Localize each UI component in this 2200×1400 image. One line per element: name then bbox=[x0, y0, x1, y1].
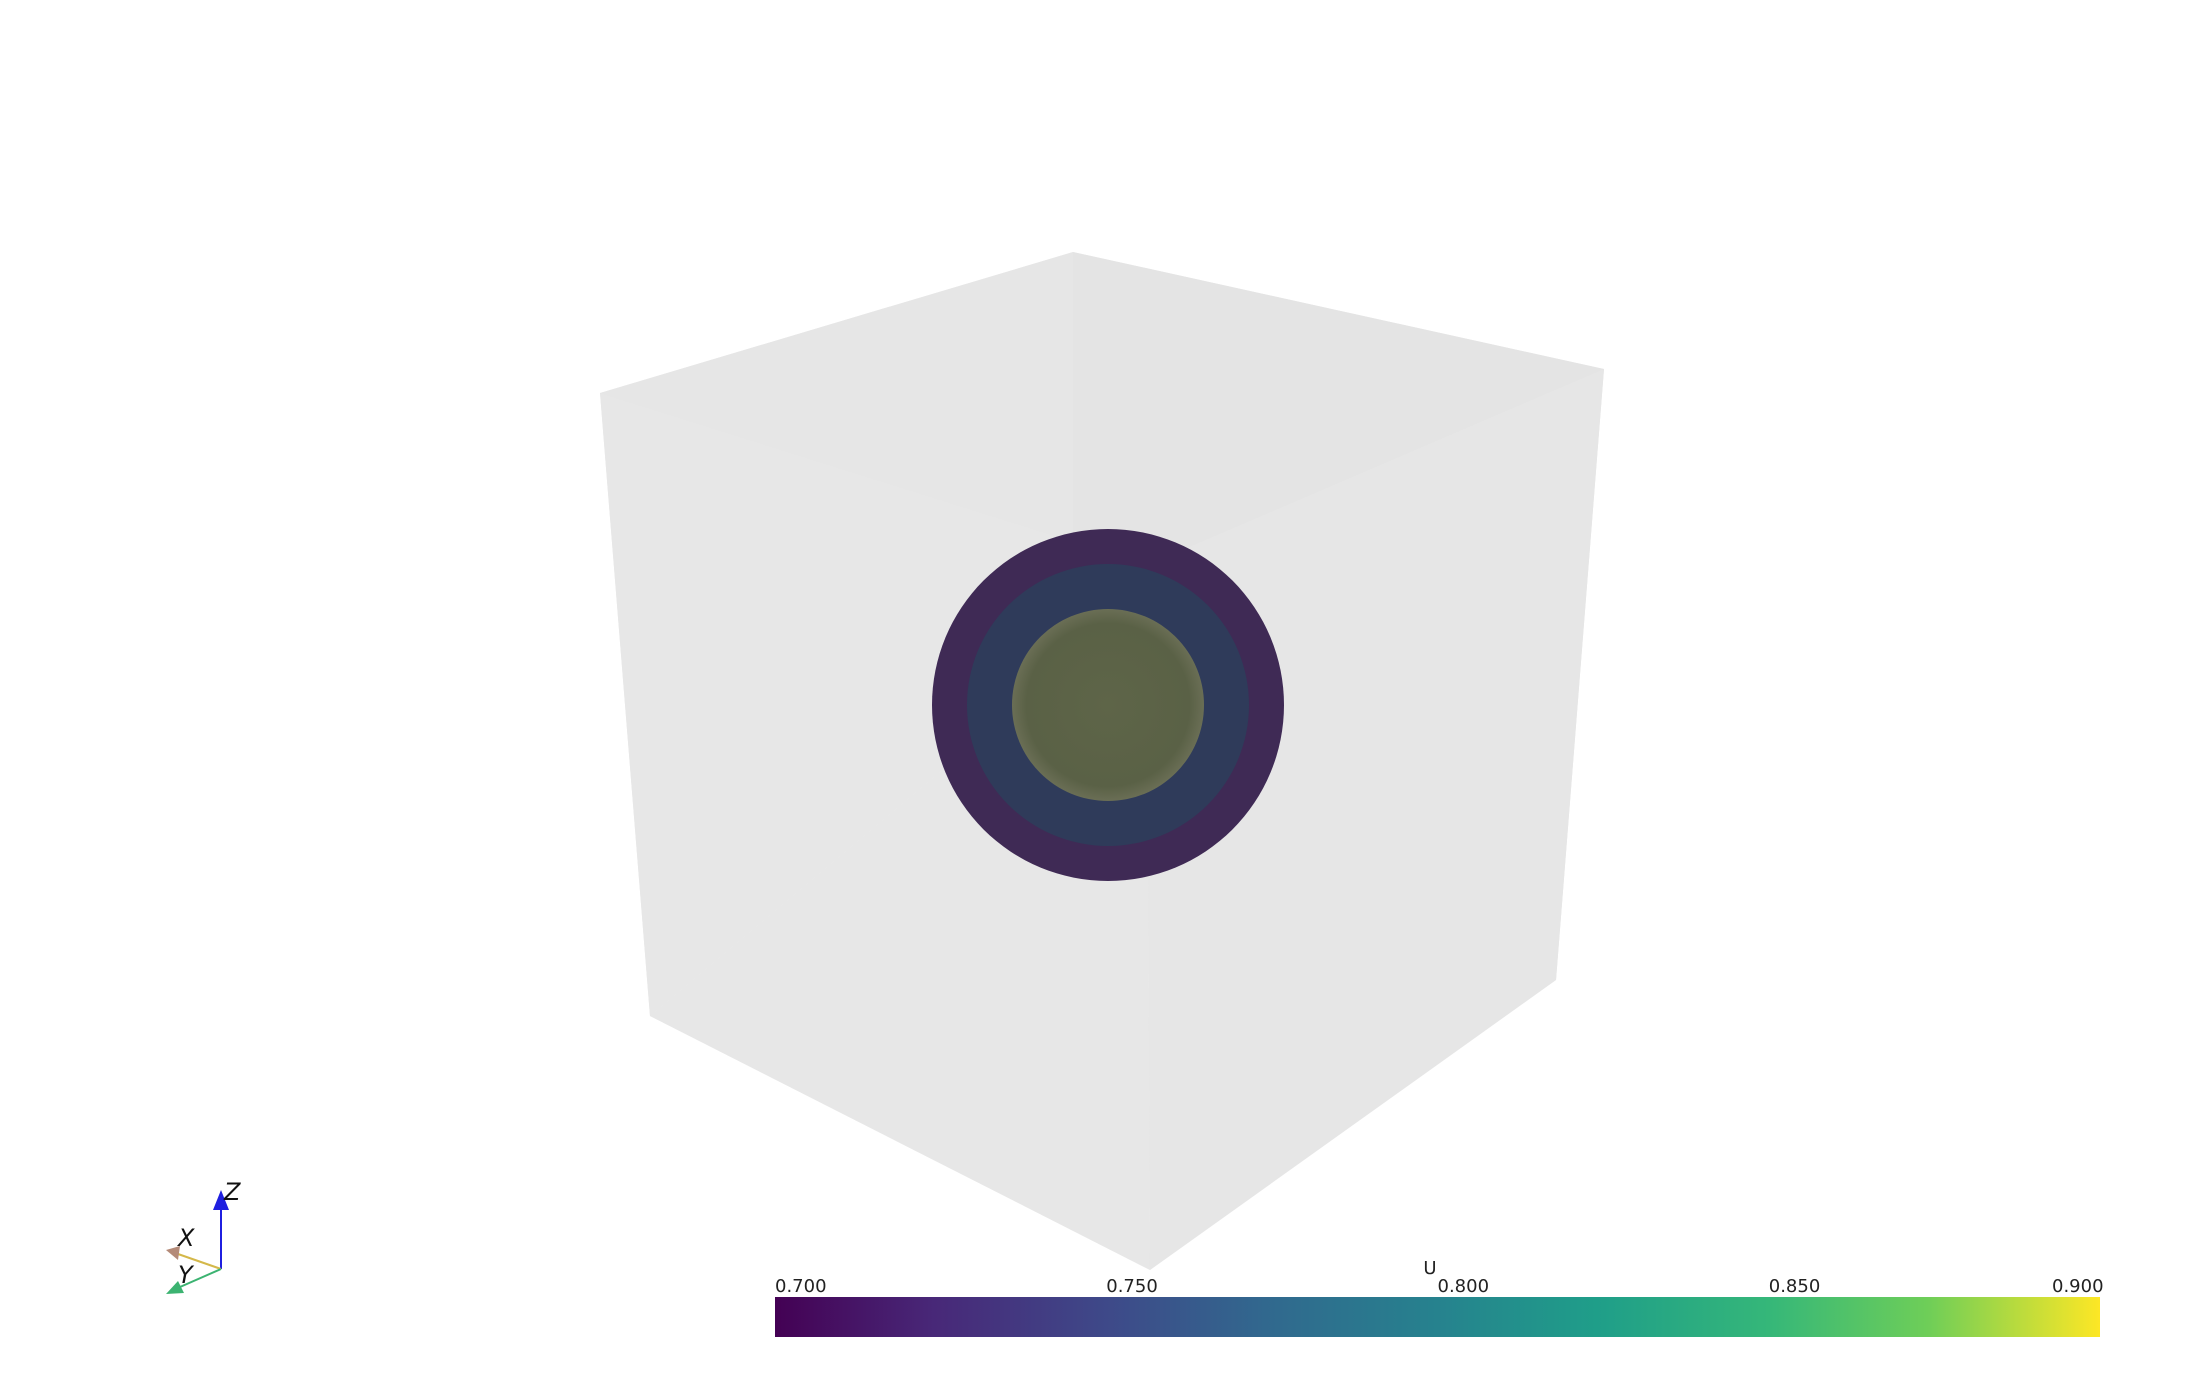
colorbar bbox=[775, 1297, 2100, 1337]
x-axis-arrow bbox=[166, 1246, 180, 1260]
y-axis-arrow bbox=[166, 1281, 184, 1294]
colorbar-tick-label: 0.750 bbox=[1106, 1276, 1158, 1297]
isosurface-shells bbox=[932, 529, 1284, 881]
orientation-axes: Z X Y bbox=[166, 1178, 241, 1294]
colorbar-tick-label: 0.900 bbox=[2052, 1276, 2104, 1297]
x-axis-line bbox=[177, 1253, 222, 1270]
z-axis-arrow bbox=[213, 1190, 229, 1210]
y-axis-line bbox=[179, 1268, 222, 1288]
x-axis-label: X bbox=[176, 1224, 195, 1252]
box-face-front-right bbox=[1147, 369, 1604, 1270]
inner-shell bbox=[1012, 609, 1204, 801]
z-axis-label: Z bbox=[223, 1178, 241, 1206]
colorbar-tick-label: 0.850 bbox=[1768, 1276, 1821, 1297]
y-axis-label: Y bbox=[178, 1261, 195, 1289]
colorbar-tick-label: 0.800 bbox=[1437, 1276, 1490, 1297]
colorbar-tick-label: 0.700 bbox=[775, 1276, 827, 1297]
colorbar-gradient bbox=[775, 1297, 2100, 1337]
colorbar-title: U bbox=[1423, 1258, 1437, 1279]
